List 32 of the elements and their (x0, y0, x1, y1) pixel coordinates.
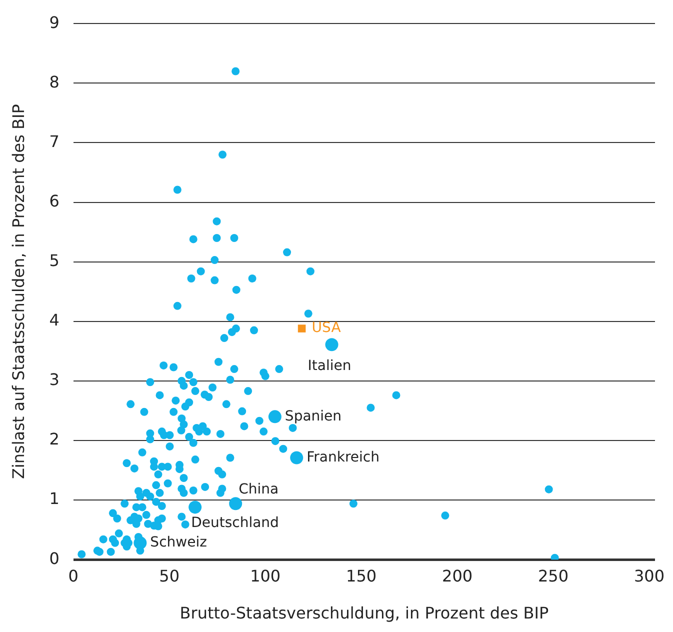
x-tick-label: 150 (346, 566, 377, 586)
annotation: Deutschland (191, 514, 279, 531)
point (298, 324, 306, 332)
x-tick-label: 200 (442, 566, 473, 586)
point (325, 338, 338, 352)
y-tick-label: 6 (49, 191, 60, 210)
y-tick-label: 5 (49, 250, 60, 270)
y-tick-label: 7 (49, 132, 60, 151)
point (268, 410, 282, 424)
point (290, 451, 304, 464)
annotation: Schweiz (150, 534, 207, 551)
annotation: Italien (308, 358, 352, 374)
y-tick-label: 9 (49, 12, 60, 32)
x-tick-label: 50 (159, 566, 180, 586)
annotation: China (238, 481, 279, 498)
x-tick-label: 0 (68, 566, 78, 586)
annotation: USA (312, 320, 342, 336)
y-tick-label: 4 (49, 310, 60, 330)
x-tick-label: 250 (538, 566, 569, 586)
point (229, 497, 242, 510)
y-tick-label: 1 (49, 489, 60, 508)
point (188, 500, 202, 514)
x-tick-label: 100 (250, 566, 281, 586)
y-tick-label: 2 (49, 430, 60, 449)
x-axis-title: Brutto-Staatsverschuldung, in Prozent des BIP (180, 604, 549, 623)
y-tick-label: 8 (49, 72, 60, 92)
y-tick-label: 3 (49, 370, 60, 390)
annotation: Frankreich (306, 449, 380, 466)
annotation: Spanien (284, 408, 342, 424)
y-axis-title: Zinslast auf Staatsschulden, in Prozent des BIP (8, 104, 28, 480)
y-tick-label: 0 (49, 548, 60, 568)
x-tick-label: 300 (634, 566, 665, 586)
